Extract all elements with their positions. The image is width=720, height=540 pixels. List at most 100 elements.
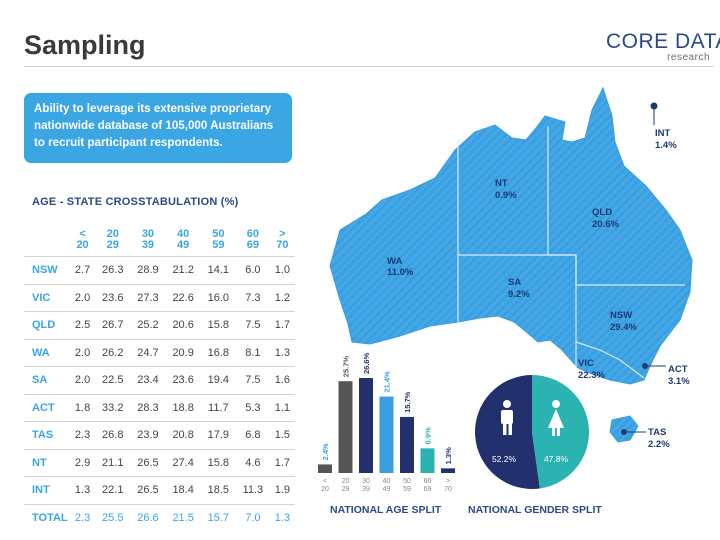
gender-slice-value-label: 52.2%: [492, 454, 517, 464]
crosstab-cell: 11.7: [200, 393, 236, 422]
crosstab-cell: 23.6: [95, 283, 131, 312]
crosstab-col-header-bottom: 20: [76, 238, 89, 251]
crosstab-col-header: 20 29: [95, 223, 130, 257]
crosstab-state-label: NSW: [24, 256, 70, 284]
age-bar: [379, 396, 394, 473]
crosstab-cell: 26.3: [95, 256, 131, 284]
label-nt-pct: 0.9%: [495, 190, 517, 201]
crosstab-state-label: ACT: [24, 393, 70, 422]
age-tick-label: 49: [383, 486, 391, 493]
label-sa-code: SA: [508, 277, 521, 288]
crosstab-col-header-top: 20: [106, 227, 119, 240]
state-borders: [457, 126, 685, 379]
gender-slice-value-label: 47.8%: [544, 454, 569, 464]
male-person-icon: [501, 400, 513, 435]
crosstab-cell: 7.5: [235, 311, 270, 339]
crosstab-col-header: 60 69: [236, 223, 270, 257]
crosstab-cell: 11.3: [235, 476, 270, 504]
crosstab-state-label: SA: [24, 366, 70, 394]
crosstab-state-label: QLD: [24, 311, 70, 339]
crosstab-col-header-top: <: [79, 227, 86, 240]
age-bar-value-label: 2.4%: [321, 443, 330, 460]
crosstab-cell: 26.5: [130, 476, 166, 504]
crosstab-cell: 1.2: [269, 283, 295, 312]
crosstab-cell: 1.0: [269, 256, 295, 284]
state-labels: NT 0.9% QLD 20.6% WA 11.0% SA 9.2% NSW 2…: [387, 128, 690, 450]
crosstab-cell: 15.7: [200, 503, 236, 531]
crosstab-cell: 1.1: [269, 393, 295, 422]
crosstab-state-label: INT: [24, 476, 70, 504]
age-tick-label: 70: [444, 486, 452, 493]
age-chart-title: NATIONAL AGE SPLIT: [330, 504, 442, 516]
age-tick-label: 60: [424, 478, 432, 485]
crosstab-row: NT 2.9 21.1 26.5 27.4 15.8 4.6 1.7: [24, 448, 295, 477]
crosstab-cell: 26.2: [95, 338, 131, 367]
crosstab-cell: 22.5: [95, 366, 131, 394]
label-nsw-code: NSW: [610, 310, 632, 321]
crosstab-cell: 27.3: [130, 283, 166, 312]
crosstab-cell: 1.3: [70, 476, 96, 504]
age-bar-value-label: 6.9%: [424, 427, 433, 444]
crosstab-cell: 20.9: [165, 338, 201, 367]
crosstab-row: VIC 2.0 23.6 27.3 22.6 16.0 7.3 1.2: [24, 283, 295, 312]
int-pointer-dot: [650, 102, 658, 110]
crosstab-cell: 28.9: [130, 256, 166, 284]
australia-mainland: [329, 86, 693, 385]
age-bar: [359, 378, 373, 473]
crosstab-cell: 26.6: [130, 503, 166, 531]
crosstab-cell: 7.0: [235, 503, 270, 531]
crosstab-cell: 22.6: [165, 283, 201, 312]
crosstab-cell: 1.5: [269, 421, 295, 449]
age-bar-value-label: 15.7%: [403, 391, 412, 413]
crosstab-cell: 1.7: [269, 311, 295, 339]
title-divider: [24, 66, 714, 67]
database-callout: Ability to leverage its extensive propri…: [24, 93, 292, 163]
crosstab-cell: 1.6: [269, 366, 295, 394]
gender-chart-title: NATIONAL GENDER SPLIT: [468, 504, 602, 516]
crosstab-cell: 15.8: [200, 448, 236, 477]
age-tick-label: 69: [424, 486, 432, 493]
border-nsw-vic: [575, 341, 645, 379]
label-sa-pct: 9.2%: [508, 289, 530, 300]
age-tick-label: 29: [342, 486, 350, 493]
crosstab-cell: 4.6: [235, 448, 270, 477]
label-vic-pct: 22.3%: [578, 370, 605, 381]
age-tick-label: <: [323, 478, 327, 485]
crosstab-total-row: TOTAL 2.3 25.5 26.6 21.5 15.7 7.0 1.3: [24, 503, 295, 531]
age-bar: [338, 381, 353, 473]
crosstab-cell: 21.5: [165, 503, 201, 531]
crosstab-col-header-top: 40: [177, 227, 190, 240]
crosstab-cell: 2.0: [70, 338, 96, 367]
crosstab-col-header: 40 49: [166, 223, 201, 257]
label-qld-pct: 20.6%: [592, 219, 619, 230]
crosstab-cell: 8.1: [235, 338, 270, 367]
crosstab-header-row: <20 20 29 30 39 40 49 50 59 60 69 >70: [24, 223, 295, 257]
crosstab-state-label: TOTAL: [24, 503, 70, 531]
age-tick-label: 59: [403, 486, 411, 493]
crosstab-cell: 21.1: [95, 448, 131, 477]
label-tas-pct: 2.2%: [648, 439, 670, 450]
crosstab-cell: 15.8: [200, 311, 236, 339]
age-tick-label: 20: [342, 478, 350, 485]
crosstab-cell: 26.5: [130, 448, 166, 477]
crosstab-col-header-top: 30: [141, 227, 155, 240]
crosstab-cell: 6.0: [235, 256, 270, 284]
crosstab-cell: 27.4: [165, 448, 201, 477]
crosstab-cell: 2.0: [70, 283, 96, 312]
crosstab-cell: 23.9: [130, 421, 166, 449]
age-bar: [400, 416, 414, 473]
age-tick-label: 40: [383, 478, 391, 485]
crosstab-state-label: TAS: [24, 421, 70, 449]
label-wa-pct: 11.0%: [387, 267, 414, 278]
crosstab-cell: 2.9: [70, 448, 96, 477]
crosstab-cell: 16.8: [200, 338, 236, 367]
crosstab-body: NSW 2.7 26.3 28.9 21.2 14.1 6.0 1.0 VIC 2.0 23.6 27…: [24, 256, 295, 531]
crosstab-cell: 7.5: [235, 366, 270, 394]
label-int-code: INT: [655, 128, 671, 139]
crosstab-cell: 17.9: [200, 421, 236, 449]
crosstab-cell: 24.7: [130, 338, 166, 367]
crosstab-cell: 21.2: [165, 256, 201, 284]
crosstab-cell: 1.8: [70, 393, 96, 422]
national-gender-split-chart: 52.2% 47.8%: [475, 375, 590, 489]
crosstab-cell: 2.3: [70, 421, 96, 449]
